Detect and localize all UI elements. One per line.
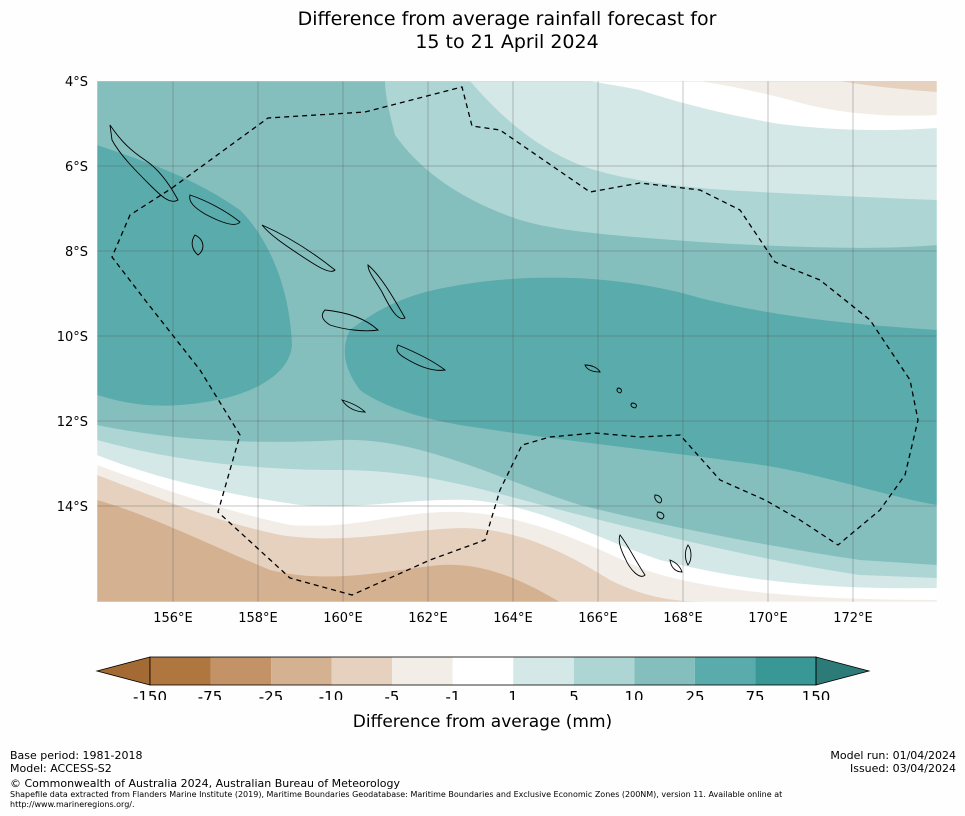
colorbar-segment (452, 657, 514, 685)
lat-label: 10°S (57, 330, 88, 345)
colorbar-segment (331, 657, 393, 685)
colorbar-tick: -5 (385, 688, 400, 700)
band-25-75-east (344, 277, 937, 505)
colorbar-label: Difference from average (mm) (352, 712, 613, 732)
colorbar-segment (634, 657, 695, 685)
island-espiritu-santo (618, 534, 646, 577)
island-torres (654, 494, 663, 504)
base-period-text: Base period: 1981-2018 (10, 749, 143, 762)
issued-text: Issued: 03/04/2024 (849, 762, 956, 775)
model-text: Model: ACCESS-S2 (10, 762, 112, 775)
island-guadalcanal (321, 309, 379, 332)
graticule (97, 81, 937, 602)
colorbar-tick: 150 (802, 688, 831, 700)
colorbar-extend-low (95, 656, 151, 686)
island-santa-isabel (261, 224, 336, 272)
lon-label: 168°E (663, 611, 703, 626)
colorbar-segment (210, 657, 272, 685)
band-minus25-minus10-south (97, 500, 560, 602)
colorbar-segment (392, 657, 453, 685)
band-minus10-minus5-north (840, 81, 937, 92)
colorbar-segment (694, 657, 756, 685)
eez-boundary-solomon-islands (111, 86, 919, 596)
chart-title: Difference from average rainfall forecas… (0, 8, 965, 54)
lat-label: 12°S (57, 415, 88, 430)
lat-label: 8°S (65, 245, 88, 260)
colorbar-tick: 10 (624, 688, 643, 700)
latitude-labels: 4°S 6°S 8°S 10°S 12°S 14°S (57, 75, 88, 515)
copyright-text: © Commonwealth of Australia 2024, Austra… (10, 777, 400, 790)
lon-label: 170°E (748, 611, 788, 626)
island-rennell (340, 399, 367, 413)
lon-label: 156°E (153, 611, 193, 626)
colorbar-tick: -75 (198, 688, 223, 700)
island-malekula (669, 559, 683, 573)
lon-label: 164°E (493, 611, 533, 626)
island-new-georgia (191, 234, 204, 256)
colorbar-tick: -25 (259, 688, 284, 700)
colorbar-tick: -150 (133, 688, 167, 700)
colorbar-tick: 5 (569, 688, 579, 700)
colorbar-tick: 75 (745, 688, 764, 700)
colorbar-frame (149, 656, 817, 686)
footer-right: Model run: 01/04/2024 Issued: 03/04/2024 (830, 749, 956, 775)
lon-label: 158°E (238, 611, 278, 626)
shapefile-credit: Shapefile data extracted from Flanders M… (10, 790, 950, 810)
rainfall-map: 4°S 6°S 8°S 10°S 12°S 14°S 156°E 158°E 1… (57, 75, 938, 700)
lat-label: 14°S (57, 500, 88, 515)
coastlines (109, 124, 692, 577)
colorbar-tick: 1 (508, 688, 518, 700)
colorbar-extend-high (815, 656, 871, 686)
shapefile-credit-line-1: Shapefile data extracted from Flanders M… (10, 790, 783, 799)
lon-label: 166°E (578, 611, 618, 626)
longitude-labels: 156°E 158°E 160°E 162°E 164°E 166°E 168°… (153, 611, 873, 626)
lon-label: 162°E (408, 611, 448, 626)
colorbar-segment (513, 657, 574, 685)
lat-label: 6°S (65, 160, 88, 175)
colorbar-tick: -10 (319, 688, 344, 700)
lat-label: 4°S (65, 75, 88, 90)
model-run-text: Model run: 01/04/2024 (830, 749, 956, 762)
island-makira (396, 344, 447, 371)
colorbar-tick: 25 (685, 688, 704, 700)
lon-label: 172°E (833, 611, 873, 626)
rainfall-anomaly-field (97, 81, 937, 602)
island-bougainville (109, 124, 179, 202)
title-line-1: Difference from average rainfall forecas… (297, 8, 717, 30)
island-efate (684, 544, 692, 566)
island-small-2 (630, 402, 637, 409)
colorbar-tick-labels: -150 -75 -25 -10 -5 -1 1 5 10 25 75 150 (133, 688, 830, 700)
band-25-75-west (97, 145, 292, 406)
island-small-1 (616, 387, 622, 394)
colorbar-segment (573, 657, 635, 685)
map-frame (96, 80, 938, 603)
colorbar-tick: -1 (446, 688, 461, 700)
island-banks (656, 511, 665, 520)
band-minus5-minus1-north (700, 81, 937, 116)
shapefile-credit-line-2: http://www.marineregions.org/. (10, 800, 135, 809)
colorbar-segment (150, 657, 211, 685)
island-santa-cruz (584, 364, 601, 373)
footer-left: Base period: 1981-2018 Model: ACCESS-S2 (10, 749, 142, 775)
colorbar-segment (755, 657, 816, 685)
lon-label: 160°E (323, 611, 363, 626)
title-line-2: 15 to 21 April 2024 (415, 31, 599, 53)
island-choiseul (189, 194, 241, 225)
colorbar (95, 656, 871, 686)
colorbar-segment (271, 657, 332, 685)
island-malaita (367, 264, 406, 320)
